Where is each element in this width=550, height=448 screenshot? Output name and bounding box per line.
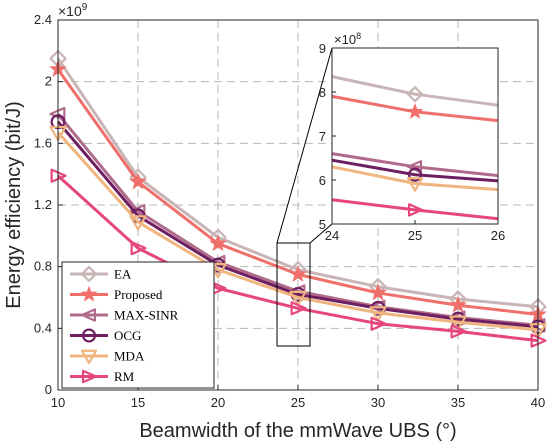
data-point-marker <box>130 241 147 256</box>
data-point-marker <box>50 168 67 183</box>
series-line <box>56 174 539 343</box>
legend-item: Proposed <box>70 285 163 302</box>
data-point-marker <box>129 215 147 231</box>
x-tick-label: 20 <box>211 395 225 410</box>
inset-series-ea <box>331 75 499 107</box>
y-tick-label: 2 <box>45 74 52 89</box>
x-tick-label: 40 <box>531 395 545 410</box>
legend-label: RM <box>114 369 135 384</box>
zoom-region-box <box>276 242 311 347</box>
inset-y-tick-label: 7 <box>319 129 326 144</box>
data-point-marker <box>129 172 147 190</box>
y-multiplier: ×109 <box>58 2 88 19</box>
inset-data-point-marker <box>407 167 423 182</box>
data-point-marker <box>530 333 547 348</box>
inset-series-line <box>331 165 499 192</box>
inset-y-multiplier: ×108 <box>334 31 361 47</box>
inset-data-point-marker <box>407 203 424 217</box>
data-point-marker <box>209 234 227 252</box>
inset-data-point-marker <box>406 177 424 192</box>
y-tick-label: 1.2 <box>34 197 52 212</box>
main-series-layer <box>49 49 547 348</box>
x-tick-label: 25 <box>291 395 305 410</box>
data-point-marker <box>450 324 467 339</box>
data-point-marker <box>290 301 307 316</box>
legend-item: OCG <box>70 328 141 343</box>
legend-label: OCG <box>114 328 141 343</box>
data-point-marker <box>369 283 387 301</box>
y-tick-label: 1.6 <box>34 135 52 150</box>
inset-series-ocg <box>331 158 499 183</box>
data-point-marker <box>370 316 387 331</box>
inset-y-tick-label: 9 <box>319 41 326 56</box>
legend-swatch-marker <box>80 349 98 365</box>
main-ticks: 10 15 20 25 30 35 40 0 0.4 0.8 1.2 1.6 2 2.4 <box>34 12 545 410</box>
y-axis-title: Energy efficiency (bit/J) <box>3 101 25 309</box>
legend-item: RM <box>70 369 135 384</box>
zoom-connector-top <box>276 47 333 244</box>
inset-x-tick-label: 24 <box>325 228 339 243</box>
inset-y-tick-label: 5 <box>319 217 326 232</box>
legend-swatch-marker <box>80 285 98 302</box>
inset-series-rm <box>331 198 499 221</box>
x-tick-label: 10 <box>51 395 65 410</box>
series-line <box>56 131 539 332</box>
inset-series-line <box>331 75 499 107</box>
data-point-marker <box>289 290 307 307</box>
y-tick-label: 0.4 <box>34 320 52 335</box>
legend-label: MDA <box>114 349 145 364</box>
inset-series-layer <box>331 75 499 221</box>
x-tick-label: 15 <box>131 395 145 410</box>
data-point-marker <box>289 265 307 282</box>
legend-label: Proposed <box>114 287 163 302</box>
legend: EA Proposed MAX-SINR OCG MDA RM <box>61 261 215 389</box>
zoom-connector-bottom <box>309 223 333 244</box>
legend-label: MAX-SINR <box>114 308 179 323</box>
inset-x-tick-label: 26 <box>491 228 505 243</box>
data-point-marker <box>369 306 387 322</box>
legend-item: MDA <box>70 349 145 365</box>
inset-plot-area <box>332 48 498 224</box>
legend-item: MAX-SINR <box>70 308 179 323</box>
legend-swatch-marker <box>81 328 97 343</box>
y-tick-label: 0.8 <box>34 259 52 274</box>
data-point-marker <box>49 106 66 122</box>
legend-box <box>61 261 215 389</box>
x-axis-title: Beamwidth of the mmWave UBS (°) <box>139 420 456 442</box>
x-tick-label: 30 <box>371 395 385 410</box>
inset-ticks: 24 25 26 5 6 7 8 9 <box>319 41 505 243</box>
data-point-marker <box>449 315 467 331</box>
x-tick-label: 35 <box>451 395 465 410</box>
legend-item: EA <box>70 265 132 283</box>
legend-swatch-marker <box>80 308 97 322</box>
legend-swatch-marker <box>80 265 98 283</box>
data-point-marker <box>449 295 467 313</box>
inset-data-point-marker <box>406 103 424 119</box>
y-tick-label: 2.4 <box>34 12 52 27</box>
inset-series-line <box>331 198 499 221</box>
legend-swatch-marker <box>81 369 98 384</box>
inset-y-tick-label: 8 <box>319 85 326 100</box>
inset-series-line <box>331 158 499 183</box>
series-proposed <box>49 60 547 322</box>
inset-y-tick-label: 6 <box>319 173 326 188</box>
inset-x-tick-label: 25 <box>408 228 422 243</box>
legend-label: EA <box>114 267 132 282</box>
inset-series-line <box>331 152 499 178</box>
inset-series-mda <box>331 165 499 192</box>
inset-data-point-marker <box>406 86 424 103</box>
y-tick-label: 0 <box>45 382 52 397</box>
inset-series-proposed <box>331 94 499 123</box>
